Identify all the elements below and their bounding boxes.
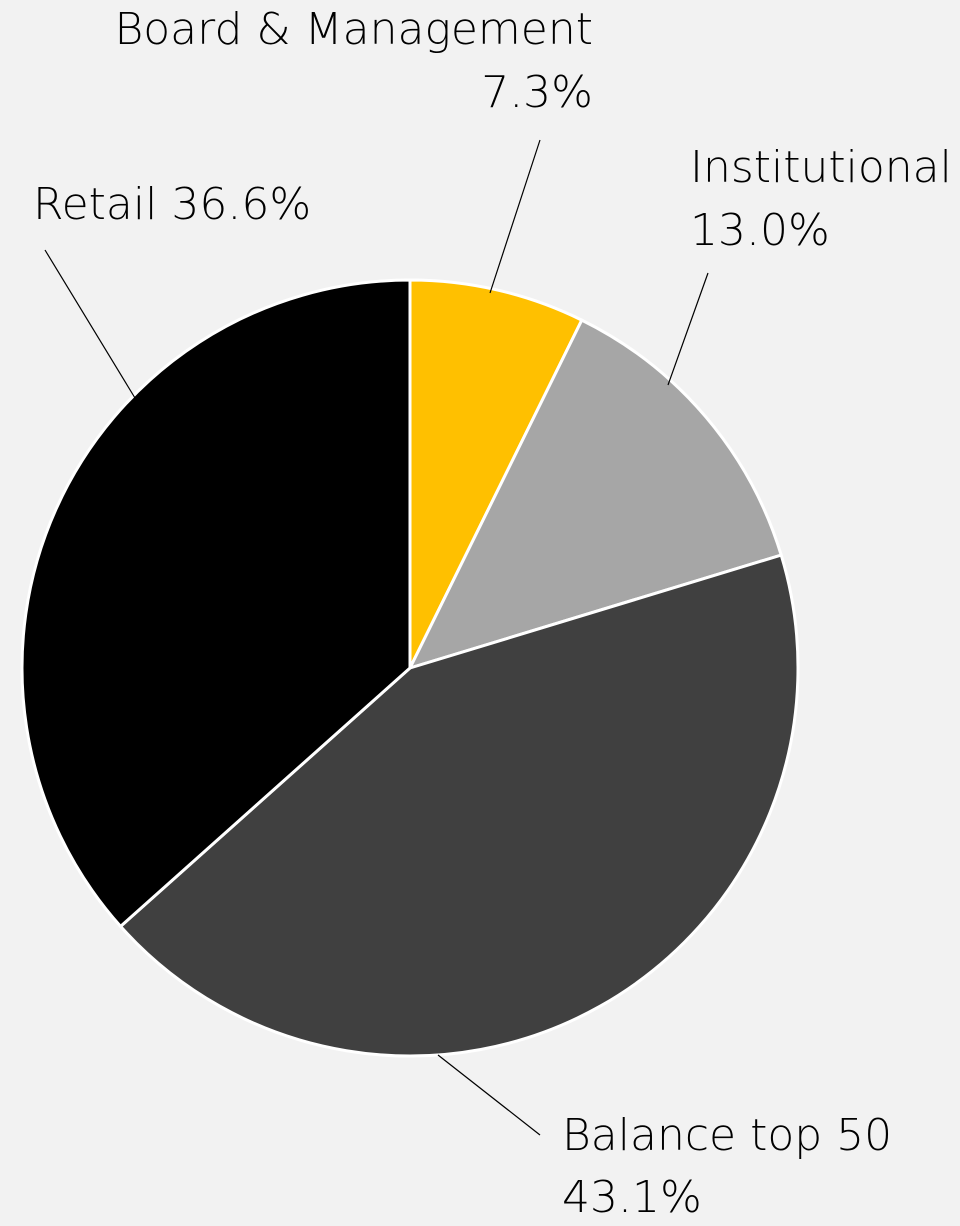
leader-line (489, 139, 541, 294)
slice-label-group: Retail 36.6% (33, 179, 311, 230)
slice-label: Retail (33, 179, 157, 230)
value-label: 36.6% (171, 179, 311, 230)
value-label: 7.3% (481, 67, 593, 118)
value-label: 43.1% (562, 1172, 702, 1222)
slice-label: Board & Management (114, 4, 593, 55)
leader-line (44, 249, 136, 399)
slice-label: Balance top 50 (562, 1110, 892, 1161)
leader-line (667, 272, 709, 386)
pie-slice (118, 553, 800, 1058)
pie-slice (20, 278, 412, 929)
pie-slice (408, 278, 584, 669)
leader-line (437, 1054, 541, 1136)
pie-slice (407, 318, 784, 671)
value-label: 13.0% (690, 205, 830, 256)
slice-label: Institutional (690, 142, 952, 193)
